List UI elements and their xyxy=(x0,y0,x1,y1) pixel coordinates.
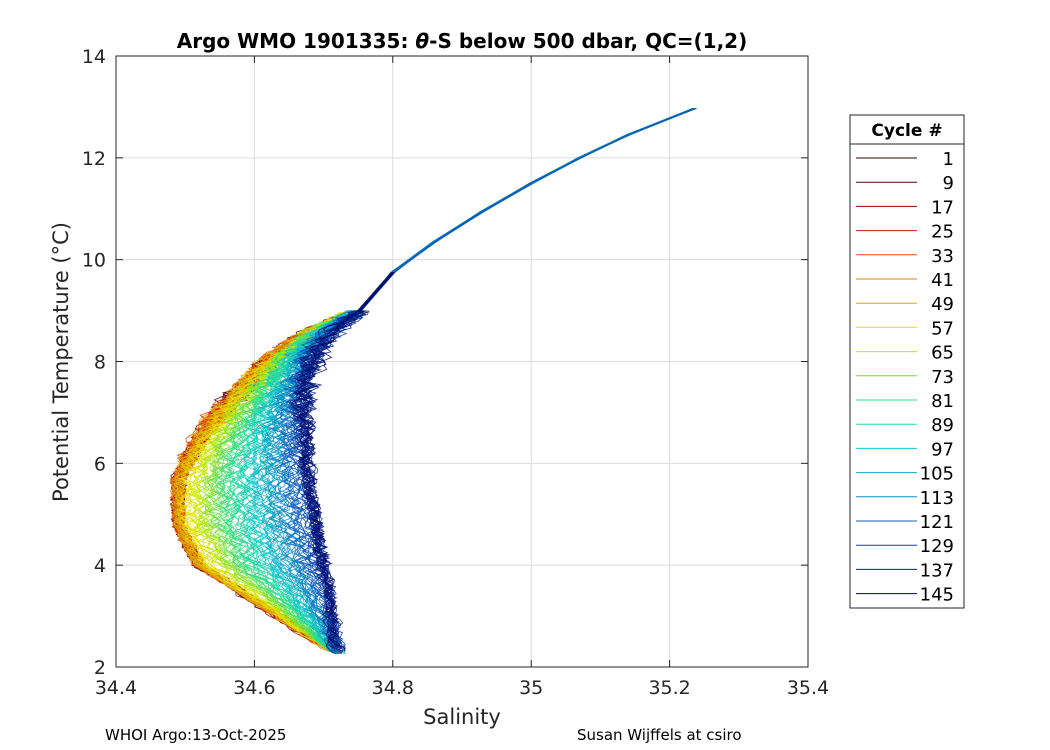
x-tick-label: 35.2 xyxy=(648,677,690,699)
profile-line xyxy=(293,272,393,654)
legend-box xyxy=(849,114,965,609)
legend-entry-label: 73 xyxy=(931,367,954,388)
legend-entry-label: 105 xyxy=(920,464,954,485)
x-axis-label: Salinity xyxy=(423,705,501,729)
profile-line xyxy=(283,108,697,653)
profile-line xyxy=(251,108,693,651)
y-tick-label: 12 xyxy=(82,148,106,170)
y-axis-label: Potential Temperature (°C) xyxy=(49,222,73,502)
profile-line xyxy=(296,272,395,652)
y-axis-ticks: 2 4 6 8 10 12 14 xyxy=(82,46,808,679)
legend-entry-label: 9 xyxy=(943,173,954,194)
legend-entry-label: 97 xyxy=(931,439,954,460)
legend-entries: 1 9 17 25 33 41 49 57 65 73 81 89 97 105 113 121 129 137 1… xyxy=(856,149,954,606)
legend-entry-label: 41 xyxy=(931,270,954,291)
profile-lines xyxy=(169,108,697,655)
legend-entry-label: 89 xyxy=(931,415,954,436)
x-tick-label: 34.4 xyxy=(95,677,137,699)
footer-source: WHOI Argo:13-Oct-2025 xyxy=(105,726,287,744)
x-tick-label: 35.4 xyxy=(787,677,829,699)
profile-line xyxy=(224,108,694,652)
legend-title: Cycle # xyxy=(871,121,942,141)
legend-entry-label: 1 xyxy=(943,149,954,170)
legend-entry-label: 49 xyxy=(931,294,954,315)
y-tick-label: 4 xyxy=(94,555,106,577)
profile-line xyxy=(293,272,395,652)
profile-line xyxy=(172,108,694,649)
legend-entry-label: 113 xyxy=(920,488,954,509)
profile-line xyxy=(177,108,695,650)
x-tick-label: 35 xyxy=(519,677,543,699)
x-axis-ticks: 34.4 34.6 34.8 35 35.2 35.4 xyxy=(95,56,829,699)
legend-entry-label: 121 xyxy=(920,512,954,533)
x-tick-label: 34.6 xyxy=(233,677,275,699)
legend: Cycle # 1 9 17 25 33 41 49 57 65 73 81 89 97 105 113 12… xyxy=(849,114,965,609)
y-tick-label: 14 xyxy=(82,46,106,68)
legend-entry-label: 81 xyxy=(931,391,954,412)
y-tick-label: 10 xyxy=(82,250,106,272)
profile-line xyxy=(198,108,693,650)
legend-entry-label: 145 xyxy=(920,585,954,606)
chart-title: Argo WMO 1901335: θ-S below 500 dbar, QC… xyxy=(177,29,747,53)
y-tick-label: 6 xyxy=(94,453,106,475)
y-tick-label: 2 xyxy=(94,657,106,679)
legend-entry-label: 25 xyxy=(931,222,954,243)
legend-entry-label: 65 xyxy=(931,343,954,364)
legend-entry-label: 137 xyxy=(920,560,954,581)
y-tick-label: 8 xyxy=(94,352,106,374)
profile-line xyxy=(257,108,694,653)
legend-entry-label: 129 xyxy=(920,536,954,557)
footer-credit: Susan Wijffels at csiro xyxy=(577,726,742,744)
x-tick-label: 34.8 xyxy=(372,677,414,699)
legend-entry-label: 17 xyxy=(931,197,954,218)
legend-entry-label: 57 xyxy=(931,318,954,339)
legend-entry-label: 33 xyxy=(931,246,954,267)
